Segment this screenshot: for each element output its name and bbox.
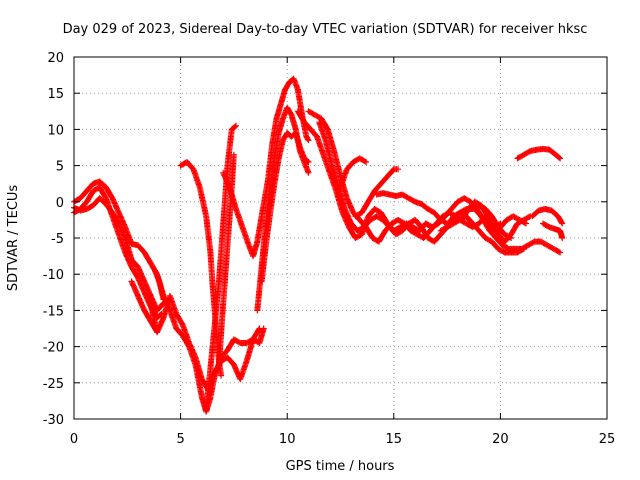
data-points <box>71 75 566 415</box>
data-marker-arc17 <box>352 166 402 220</box>
data-marker-arc22 <box>514 145 564 162</box>
series-arc8 <box>203 122 239 412</box>
tick-labels: 0 5 10 15 20 25 -30 -25 -20 -15 -10 -5 0 5 10 15 20 <box>43 51 616 447</box>
series-arc4 <box>128 278 267 393</box>
series-arc12 <box>258 130 312 285</box>
data-marker-arc16 <box>337 155 370 191</box>
x-tick-label: 15 <box>386 432 403 447</box>
series-arc22 <box>514 145 564 162</box>
y-tick-label: 15 <box>47 87 64 102</box>
series-arc10 <box>220 75 312 260</box>
data-marker-arc23 <box>529 206 566 227</box>
data-marker-arc24 <box>540 220 566 241</box>
data-marker-arc10 <box>220 75 312 260</box>
y-tick-label: 10 <box>47 123 64 138</box>
data-marker-arc21 <box>471 206 529 234</box>
x-tick-label: 5 <box>176 432 184 447</box>
y-tick-label: 0 <box>56 196 64 211</box>
data-marker-arc20 <box>437 209 527 256</box>
x-tick-label: 25 <box>599 432 616 447</box>
y-tick-label: -30 <box>43 413 64 428</box>
data-marker-arc5 <box>152 267 167 303</box>
x-tick-label: 20 <box>492 432 509 447</box>
y-tick-label: -15 <box>43 304 64 319</box>
series-arc5 <box>152 267 167 303</box>
x-axis-label: GPS time / hours <box>286 459 395 474</box>
series-arc6 <box>145 292 161 336</box>
data-marker-arc6 <box>145 292 161 336</box>
axes <box>73 56 608 420</box>
data-marker-arc4 <box>128 278 267 393</box>
y-tick-label: -20 <box>43 341 64 356</box>
y-tick-label: 5 <box>56 160 64 175</box>
y-axis-label: SDTVAR / TECUs <box>6 185 21 292</box>
chart-title: Day 029 of 2023, Sidereal Day-to-day VTE… <box>63 22 588 37</box>
data-marker-arc12 <box>258 130 312 285</box>
x-tick-label: 0 <box>70 432 78 447</box>
x-tick-label: 10 <box>279 432 296 447</box>
y-tick-label: -5 <box>51 232 64 247</box>
series-arc20 <box>437 209 527 256</box>
series-arc17 <box>352 166 402 220</box>
data-marker-arc8 <box>203 122 239 412</box>
series-arc21 <box>471 206 529 234</box>
series-arc23 <box>529 206 566 227</box>
series-arc16 <box>337 155 370 191</box>
series-arc24 <box>540 220 566 241</box>
y-tick-label: 20 <box>47 51 64 66</box>
y-tick-label: -25 <box>43 377 64 392</box>
y-tick-label: -10 <box>43 268 64 283</box>
